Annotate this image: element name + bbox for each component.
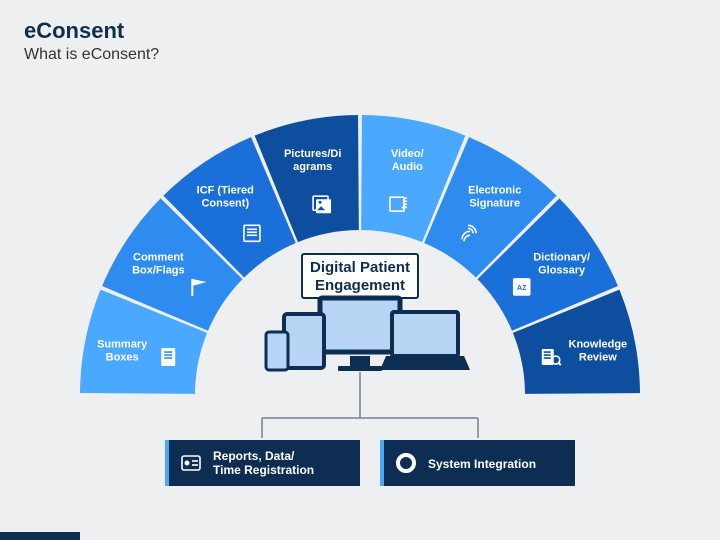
bottom-label-1-1: System Integration [428,457,536,471]
seg-label-2-1: ICF (Tiered [197,184,254,196]
seg-label-4-1: Video/ [391,148,424,160]
seg-label-0-1: Summary [97,339,148,351]
seg-label-2-2: Consent) [201,197,249,209]
devices-graphic [266,298,470,371]
svg-text:AZ: AZ [517,285,527,292]
dict-icon: AZ [514,279,530,295]
seg-label-6-1: Dictionary/ [533,251,590,263]
seg-label-6-2: Glossary [538,264,586,276]
seg-label-5-1: Electronic [468,184,521,196]
doc-icon [161,348,175,366]
seg-label-3-2: agrams [293,161,332,173]
bottom-label-0-2: Time Registration [213,463,314,477]
bottom-label-0-1: Reports, Data/ [213,449,295,463]
seg-label-5-2: Signature [469,197,520,209]
seg-label-1-2: Box/Flags [132,264,185,276]
seg-label-7-1: Knowledge [569,339,628,351]
seg-label-4-2: Audio [392,161,423,173]
seg-label-7-2: Review [579,352,617,364]
seg-label-0-2: Boxes [106,352,139,364]
center-label-2: Engagement [315,277,405,294]
footer-accent [0,532,80,540]
diagram-svg: SummaryBoxes CommentBox/Flags ICF (TieredC… [0,0,720,540]
seg-label-3-1: Pictures/Di [284,148,341,160]
center-label-1: Digital Patient [310,259,410,276]
seg-label-1-1: Comment [133,251,184,263]
